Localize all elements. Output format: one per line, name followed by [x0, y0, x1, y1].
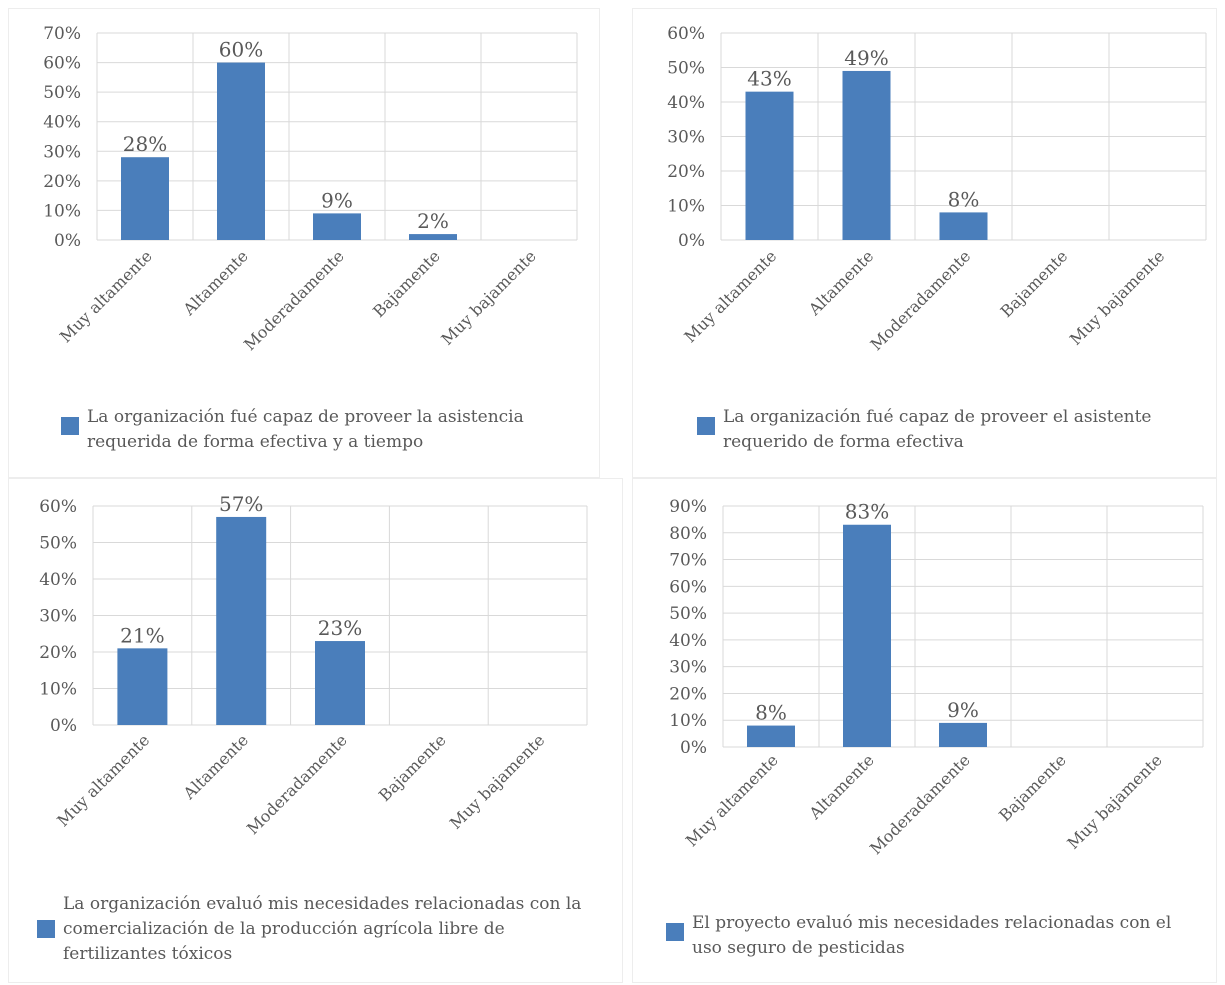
x-tick-label: Bajamente: [369, 246, 444, 321]
legend-label-2: La organización fué capaz de proveer el …: [723, 407, 1152, 452]
y-tick-label: 40%: [43, 113, 81, 133]
x-tick-label: Altamente: [179, 730, 252, 803]
bar: [745, 91, 794, 241]
y-tick-label: 0%: [680, 738, 707, 758]
y-tick-label: 40%: [667, 93, 705, 113]
y-tick-label: 60%: [669, 577, 707, 597]
y-tick-label: 10%: [669, 711, 707, 731]
y-tick-label: 0%: [54, 231, 81, 251]
data-label: 23%: [318, 616, 362, 640]
legend-label-4: El proyecto evaluó mis necesidades relac…: [692, 913, 1172, 958]
x-tick-label: Altamente: [179, 246, 252, 319]
x-tick-label: Muy altamente: [680, 246, 780, 346]
y-tick-label: 0%: [50, 716, 77, 736]
y-tick-label: 30%: [667, 128, 705, 148]
legend-3: La organización evaluó mis necesidades r…: [37, 892, 597, 967]
x-tick-label: Bajamente: [375, 730, 450, 805]
y-tick-label: 30%: [669, 658, 707, 678]
bar: [747, 725, 795, 747]
bar: [939, 212, 988, 240]
y-tick-label: 50%: [669, 604, 707, 624]
chart-panel-4: 0% 10% 20% 30% 40% 50% 60% 70% 80% 90% 8% 83% 9% Muy …: [632, 478, 1217, 983]
y-tick-label: 20%: [667, 162, 705, 182]
y-tick-label: 10%: [39, 680, 77, 700]
x-tick-label: Moderadamente: [243, 730, 351, 838]
bar: [842, 70, 891, 240]
data-label: 8%: [948, 187, 980, 211]
legend-2: La organización fué capaz de proveer el …: [697, 405, 1167, 455]
bar-chart-4: 0% 10% 20% 30% 40% 50% 60% 70% 80% 90% 8% 83% 9% Muy …: [669, 497, 1204, 858]
legend-swatch-4: [666, 923, 684, 941]
x-tick-label: Muy altamente: [56, 246, 156, 346]
bar: [121, 157, 169, 240]
y-tick-label: 0%: [678, 231, 705, 251]
bar: [216, 516, 267, 725]
y-tick-label: 60%: [667, 24, 705, 44]
bar-chart-1: 0% 10% 20% 30% 40% 50% 60% 70% 28% 60% 9% 2% Muy alt…: [43, 24, 578, 354]
y-tick-label: 70%: [43, 24, 81, 44]
bar: [315, 641, 365, 725]
y-tick-label: 20%: [669, 684, 707, 704]
y-tick-label: 20%: [39, 643, 77, 663]
x-tick-label: Muy bajamente: [1063, 750, 1165, 852]
x-tick-label: Muy altamente: [682, 750, 782, 850]
y-tick-label: 10%: [43, 201, 81, 221]
x-tick-label: Moderadamente: [866, 750, 974, 858]
data-label: 28%: [123, 132, 167, 156]
chart-panel-3: 0% 10% 20% 30% 40% 50% 60% 21% 57% 23% Muy altamen…: [8, 478, 623, 983]
x-tick-label: Muy altamente: [53, 730, 153, 830]
y-tick-label: 30%: [39, 607, 77, 627]
bar-chart-3: 0% 10% 20% 30% 40% 50% 60% 21% 57% 23% Muy altamen…: [39, 492, 588, 838]
bar: [843, 524, 891, 747]
y-tick-label: 60%: [39, 497, 77, 517]
data-label: 9%: [321, 188, 353, 212]
y-tick-label: 40%: [669, 631, 707, 651]
y-tick-label: 60%: [43, 54, 81, 74]
x-tick-label: Moderadamente: [866, 246, 974, 354]
data-label: 57%: [219, 492, 263, 516]
legend-4: El proyecto evaluó mis necesidades relac…: [666, 911, 1176, 961]
bar: [117, 648, 168, 725]
y-tick-label: 40%: [39, 570, 77, 590]
legend-swatch-2: [697, 417, 715, 435]
x-tick-label: Altamente: [804, 246, 877, 319]
y-tick-label: 20%: [43, 172, 81, 192]
y-tick-label: 80%: [669, 524, 707, 544]
x-tick-label: Muy bajamente: [446, 730, 548, 832]
legend-label-1: La organización fué capaz de proveer la …: [87, 407, 524, 452]
chart-panel-2: 0% 10% 20% 30% 40% 50% 60% 43% 49% 8% Muy altament…: [632, 8, 1217, 478]
bar: [313, 213, 361, 240]
bar: [939, 722, 987, 747]
legend-swatch-3: [37, 920, 55, 938]
data-label: 8%: [755, 701, 787, 725]
legend-1: La organización fué capaz de proveer la …: [61, 405, 561, 455]
data-label: 43%: [747, 67, 791, 91]
legend-swatch-1: [61, 417, 79, 435]
data-label: 9%: [947, 698, 979, 722]
data-label: 49%: [844, 46, 888, 70]
x-tick-label: Muy bajamente: [437, 246, 539, 348]
y-tick-label: 10%: [667, 197, 705, 217]
x-tick-label: Bajamente: [995, 750, 1070, 825]
x-tick-label: Moderadamente: [240, 246, 348, 354]
x-tick-label: Bajamente: [997, 246, 1072, 321]
y-tick-label: 50%: [667, 59, 705, 79]
y-tick-label: 50%: [39, 534, 77, 554]
data-label: 60%: [219, 38, 263, 62]
x-tick-label: Muy bajamente: [1066, 246, 1168, 348]
data-label: 83%: [845, 500, 889, 524]
bar: [217, 62, 265, 241]
chart-panel-1: 0% 10% 20% 30% 40% 50% 60% 70% 28% 60% 9% 2% Muy alt…: [8, 8, 600, 478]
y-tick-label: 70%: [669, 551, 707, 571]
data-label: 21%: [120, 623, 164, 647]
x-tick-label: Altamente: [805, 750, 878, 823]
bar: [409, 234, 457, 240]
y-tick-label: 30%: [43, 142, 81, 162]
data-label: 2%: [417, 209, 449, 233]
y-tick-label: 90%: [669, 497, 707, 517]
y-tick-label: 50%: [43, 83, 81, 103]
legend-label-3: La organización evaluó mis necesidades r…: [63, 894, 582, 964]
bar-chart-2: 0% 10% 20% 30% 40% 50% 60% 43% 49% 8% Muy altament…: [667, 24, 1207, 354]
